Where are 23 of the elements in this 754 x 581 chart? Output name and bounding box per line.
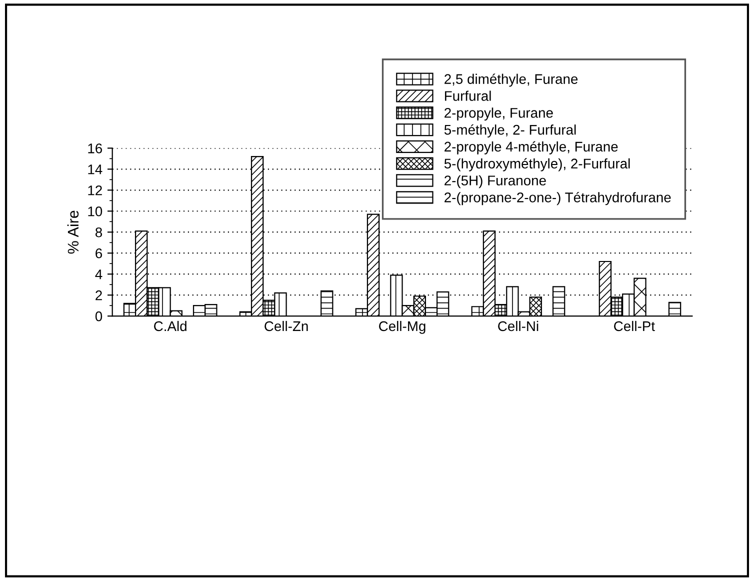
y-tick-label: 2 (96, 290, 102, 300)
y-axis-title: % Aire (67, 210, 79, 254)
x-tick-label: C.Ald (154, 320, 186, 332)
y-tick-label: 16 (88, 143, 102, 154)
y-tick-label: 14 (88, 164, 102, 174)
x-tick-label: Cell-Ni (498, 320, 538, 332)
y-tick-label: 4 (95, 270, 102, 280)
x-tick-label: Cell-Pt (614, 320, 655, 332)
legend-label: 2-(propane-2-one-) Tétrahydrofurane (444, 192, 671, 206)
x-tick-label: Cell-Zn (264, 320, 308, 332)
legend-label: Furfural (445, 90, 491, 101)
legend-label: 2-propyle, Furane (444, 108, 553, 121)
legend-label: 5-(hydroxyméthyle), 2-Furfural (444, 158, 630, 172)
y-tick-label: 0 (95, 311, 102, 322)
y-tick-label: 6 (96, 248, 102, 258)
y-tick-label: 10 (88, 206, 102, 216)
legend-label: 5-méthyle, 2- Furfural (444, 124, 576, 138)
x-tick-label: Cell-Mg (379, 320, 426, 334)
legend-label: 2,5 diméthyle, Furane (444, 74, 578, 87)
y-tick-label: 12 (88, 185, 102, 196)
legend-label: 2-(5H) Furanone (444, 175, 546, 188)
y-tick-label: 8 (96, 227, 102, 238)
legend-label: 2-propyle 4-méthyle, Furane (444, 141, 618, 154)
